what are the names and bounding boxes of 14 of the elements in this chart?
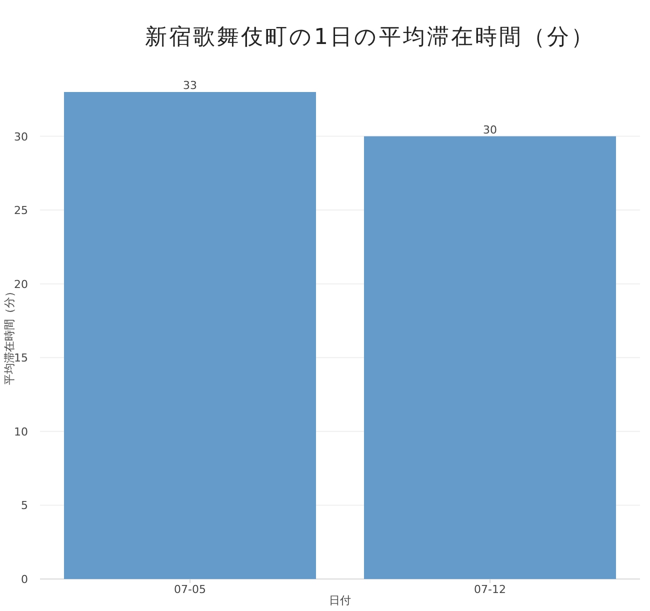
data-label: 33 [183, 79, 197, 92]
y-tick-label: 20 [14, 278, 28, 291]
y-tick-label: 10 [14, 425, 28, 438]
x-axis-title: 日付 [329, 594, 351, 607]
y-tick-label: 15 [14, 352, 28, 365]
y-tick-label: 5 [21, 499, 28, 512]
chart-title: 新宿歌舞伎町の1日の平均滞在時間（分） [145, 25, 595, 50]
x-tick-label: 07-12 [474, 583, 506, 596]
data-label: 30 [483, 123, 497, 136]
y-tick-label: 30 [14, 130, 28, 144]
y-tick-label: 0 [21, 573, 28, 586]
y-axis-title: 平均滞在時間（分） [3, 286, 16, 385]
x-tick-label: 07-05 [174, 583, 206, 596]
y-tick-label: 25 [14, 204, 28, 218]
